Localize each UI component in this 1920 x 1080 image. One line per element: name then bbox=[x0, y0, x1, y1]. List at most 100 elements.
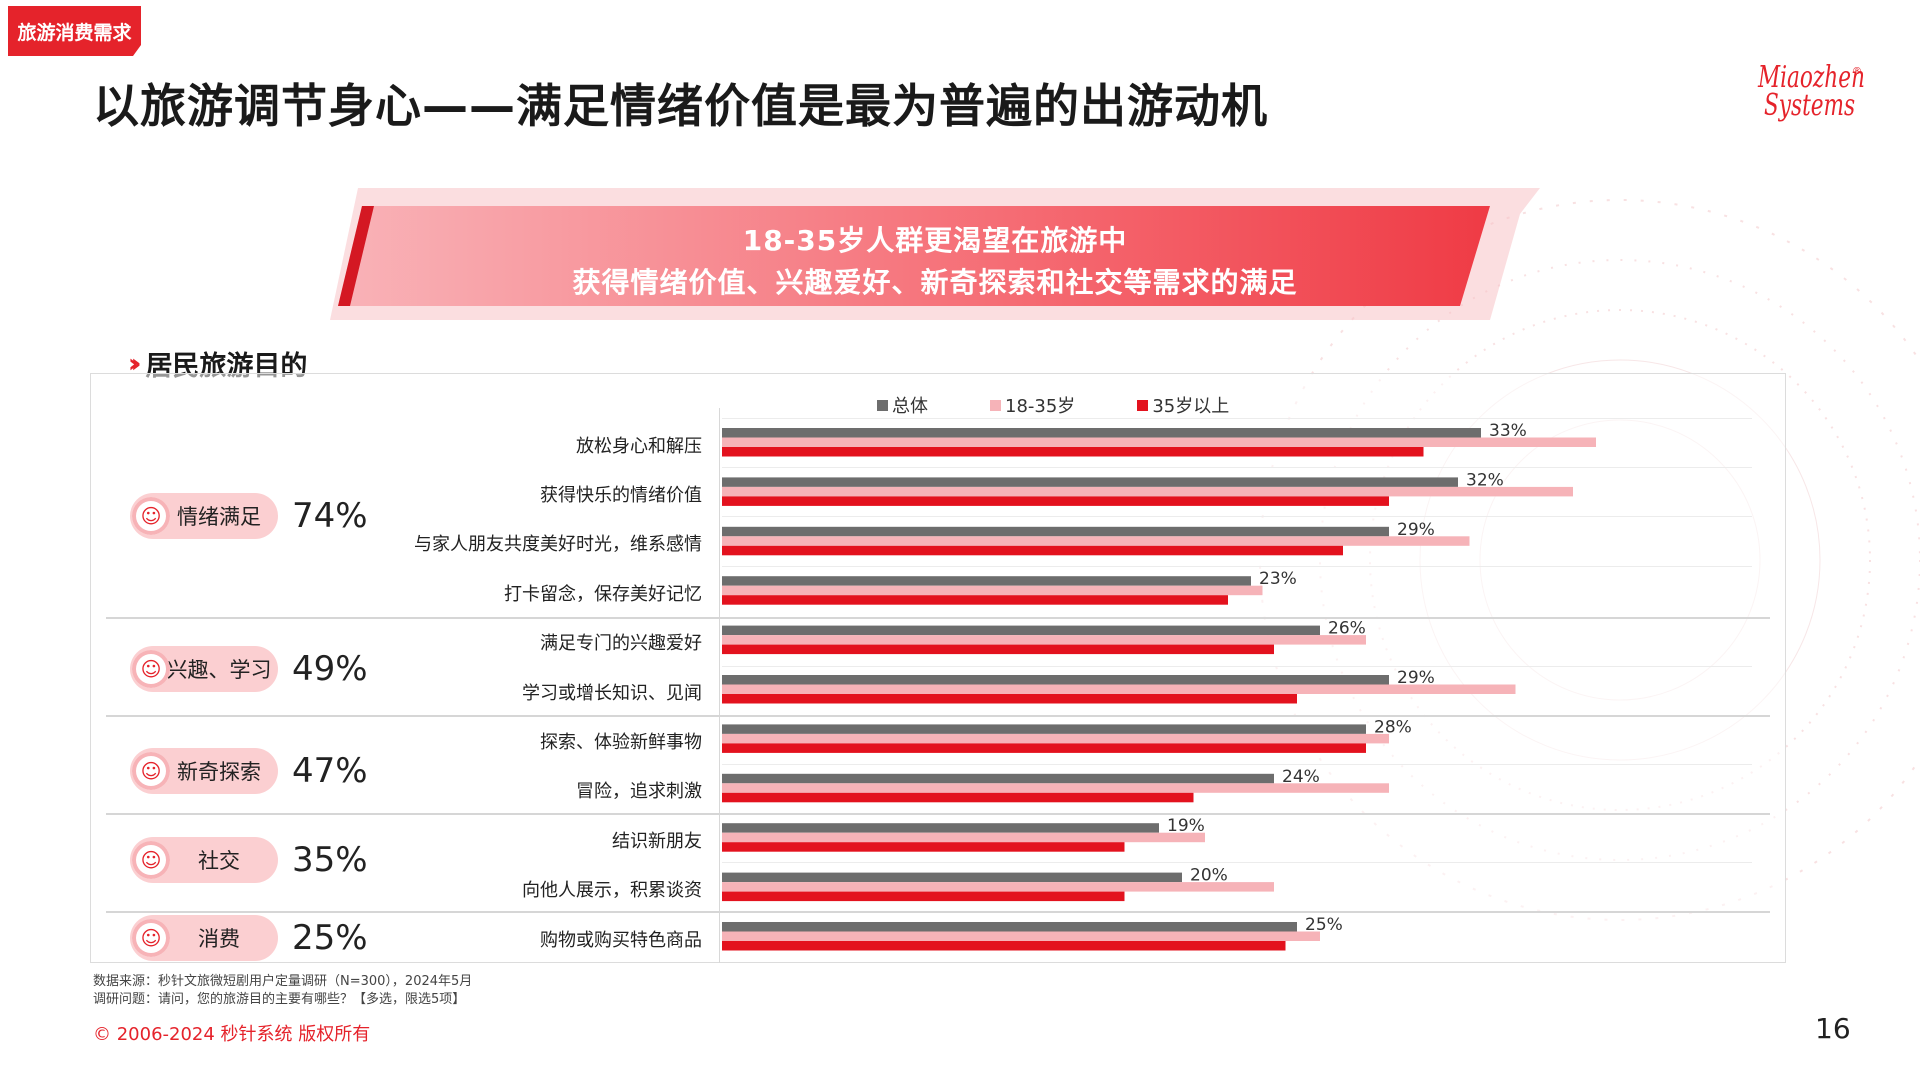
category-label: 探索、体验新鲜事物 bbox=[540, 732, 702, 753]
bar-young bbox=[722, 783, 1389, 793]
bar-young bbox=[722, 536, 1470, 546]
row-gridline bbox=[722, 666, 1752, 667]
bar-older bbox=[722, 792, 1194, 803]
group-percent: 47% bbox=[292, 751, 368, 791]
data-label: 32% bbox=[1466, 470, 1504, 490]
bar-older bbox=[722, 644, 1274, 655]
bar-older bbox=[722, 595, 1228, 605]
category-label: 放松身心和解压 bbox=[576, 436, 702, 457]
data-label: 25% bbox=[1305, 915, 1343, 935]
group-interest: ☺ 兴趣、学习 49% bbox=[130, 646, 368, 692]
footnote-question: 调研问题：请问，您的旅游目的主要有哪些？【多选，限选5项】 bbox=[93, 992, 466, 1007]
bar-young bbox=[722, 486, 1573, 497]
bar-older bbox=[722, 496, 1389, 506]
row-gridline bbox=[722, 418, 1752, 419]
row-gridline bbox=[722, 764, 1752, 765]
bar-young bbox=[722, 733, 1389, 744]
data-label: 26% bbox=[1328, 619, 1366, 639]
miaozhen-logo: Miaozhen Systems ® bbox=[1758, 60, 1865, 123]
bar-older bbox=[722, 447, 1424, 457]
smile-icon: ☺ bbox=[132, 497, 170, 535]
footnote: 数据来源：秒针文旅微短剧用户定量调研（N=300），2024年5月 调研问题：请… bbox=[93, 973, 472, 1009]
group-explore: ☺ 新奇探索 47% bbox=[130, 748, 368, 794]
smile-icon: ☺ bbox=[132, 841, 170, 879]
bar-older bbox=[722, 545, 1343, 556]
bar-overall bbox=[722, 428, 1481, 438]
chart-panel bbox=[90, 373, 1786, 963]
highlight-banner bbox=[330, 188, 1540, 320]
bar-older bbox=[722, 743, 1366, 753]
category-label: 打卡留念，保存美好记忆 bbox=[504, 584, 702, 605]
bar-overall bbox=[722, 823, 1159, 833]
row-gridline bbox=[722, 516, 1752, 517]
data-label: 24% bbox=[1282, 767, 1320, 787]
smile-icon: ☺ bbox=[132, 752, 170, 790]
data-label: 29% bbox=[1397, 668, 1435, 688]
category-label: 结识新朋友 bbox=[612, 831, 702, 852]
data-label: 23% bbox=[1259, 569, 1297, 589]
page-title: 以旅游调节身心——满足情绪价值是最为普遍的出游动机 bbox=[93, 79, 1268, 133]
bar-overall bbox=[722, 576, 1251, 586]
category-label: 满足专门的兴趣爱好 bbox=[540, 633, 702, 654]
group-pill: ☺ 消费 bbox=[130, 915, 278, 961]
legend-item-young: 18-35岁 bbox=[990, 392, 1075, 418]
category-label: 与家人朋友共度美好时光，维系感情 bbox=[414, 534, 702, 555]
group-separator bbox=[106, 617, 1770, 619]
bar-young bbox=[722, 931, 1320, 941]
data-label: 28% bbox=[1374, 717, 1412, 737]
group-percent: 49% bbox=[292, 649, 368, 689]
bar-older bbox=[722, 941, 1286, 951]
bar-young bbox=[722, 684, 1516, 694]
data-label: 19% bbox=[1167, 816, 1205, 836]
group-pill: ☺ 兴趣、学习 bbox=[130, 646, 278, 692]
category-label: 获得快乐的情绪价值 bbox=[540, 485, 702, 506]
category-label: 学习或增长知识、见闻 bbox=[522, 683, 702, 704]
bar-young bbox=[722, 635, 1366, 645]
row-gridline bbox=[722, 862, 1752, 863]
legend-swatch-young bbox=[990, 399, 1001, 411]
bar-young bbox=[722, 832, 1205, 843]
bar-young bbox=[722, 437, 1596, 447]
bar-older bbox=[722, 694, 1297, 704]
category-label: 冒险，追求刺激 bbox=[576, 781, 702, 802]
bar-overall bbox=[722, 773, 1274, 784]
category-label: 购物或购买特色商品 bbox=[540, 930, 702, 951]
page-number: 16 bbox=[1815, 1012, 1851, 1045]
footnote-source: 数据来源：秒针文旅微短剧用户定量调研（N=300），2024年5月 bbox=[93, 974, 473, 989]
legend-swatch-overall bbox=[877, 399, 888, 411]
bar-older bbox=[722, 842, 1125, 852]
group-pill: ☺ 情绪满足 bbox=[130, 493, 278, 539]
data-label: 20% bbox=[1190, 866, 1228, 886]
copyright: © 2006-2024 秒针系统 版权所有 bbox=[93, 1024, 371, 1045]
group-percent: 74% bbox=[292, 496, 368, 536]
bar-young bbox=[722, 882, 1274, 892]
group-pill: ☺ 新奇探索 bbox=[130, 748, 278, 794]
banner-line-2: 获得情绪价值、兴趣爱好、新奇探索和社交等需求的满足 bbox=[572, 266, 1298, 299]
group-separator bbox=[106, 911, 1770, 913]
banner-text: 18-35岁人群更渴望在旅游中 获得情绪价值、兴趣爱好、新奇探索和社交等需求的满… bbox=[330, 220, 1540, 304]
group-percent: 25% bbox=[292, 918, 368, 958]
legend-item-overall: 总体 bbox=[877, 392, 928, 418]
legend-item-older: 35岁以上 bbox=[1137, 392, 1229, 418]
group-separator bbox=[106, 813, 1770, 815]
chart-legend: 总体 18-35岁 35岁以上 bbox=[877, 392, 1229, 418]
group-shopping: ☺ 消费 25% bbox=[130, 915, 368, 961]
group-emotion: ☺ 情绪满足 74% bbox=[130, 493, 368, 539]
bar-overall bbox=[722, 625, 1320, 636]
group-pill: ☺ 社交 bbox=[130, 837, 278, 883]
smile-icon: ☺ bbox=[132, 919, 170, 957]
smile-icon: ☺ bbox=[132, 650, 170, 688]
bar-overall bbox=[722, 922, 1297, 932]
data-label: 29% bbox=[1397, 520, 1435, 540]
row-gridline bbox=[722, 467, 1752, 468]
group-percent: 35% bbox=[292, 840, 368, 880]
chart-axis-line bbox=[719, 408, 720, 963]
bar-older bbox=[722, 891, 1125, 902]
bar-overall bbox=[722, 526, 1389, 537]
bar-overall bbox=[722, 724, 1366, 734]
bar-overall bbox=[722, 675, 1389, 685]
section-tag: 旅游消费需求 bbox=[8, 6, 141, 56]
bar-young bbox=[722, 585, 1263, 596]
row-gridline bbox=[722, 566, 1752, 567]
